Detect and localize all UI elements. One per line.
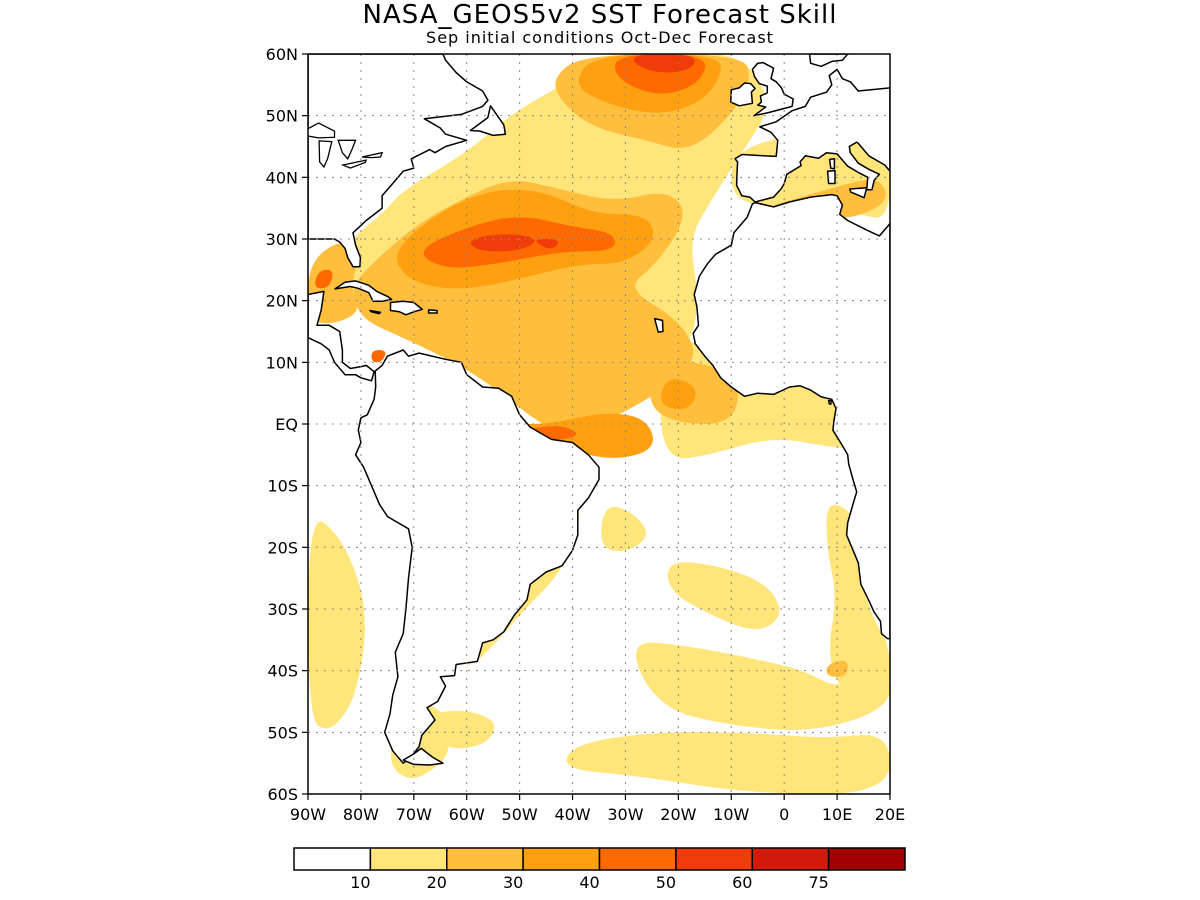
lon-tick-label: 30W: [607, 805, 643, 824]
lat-tick-label: 10N: [266, 353, 298, 372]
lat-tick-label: 20S: [267, 538, 298, 557]
lon-tick-label: 60W: [449, 805, 485, 824]
land-bioko: [827, 399, 833, 406]
lake-lake-michigan: [318, 140, 333, 169]
land-africa: [692, 193, 890, 640]
lon-tick-label: 0: [779, 805, 789, 824]
colorbar-segment: [675, 847, 753, 871]
coastlines: [308, 54, 890, 766]
colorbar-label: 10: [350, 873, 370, 892]
land-great-britain: [751, 61, 794, 117]
map-subtitle: Sep initial conditions Oct-Dec Forecast: [426, 28, 774, 47]
skill-region-level-4: [371, 350, 386, 363]
lat-tick-label: 40N: [266, 168, 298, 187]
skill-region-level-5: [536, 239, 559, 249]
land-mexico-central-america: [308, 290, 375, 382]
lat-tick-label: 40S: [267, 662, 298, 681]
colorbar-label: 75: [808, 873, 828, 892]
lon-tick-label: 20E: [875, 805, 905, 824]
skill-region-level-1: [636, 642, 890, 730]
colorbar-label: 30: [503, 873, 523, 892]
lon-tick-label: 10E: [822, 805, 852, 824]
longitude-axis: 90W 80W 70W 60W 50W 40W 30W 20W 10W 0 10E 20E: [290, 794, 905, 824]
latitude-axis: 60N 50N 40N 30N 20N 10N EQ 10S 20S 30S 40S 50S 60S: [266, 45, 308, 804]
lat-tick-label: 30N: [266, 230, 298, 249]
land-sicily: [849, 187, 868, 199]
land-cuba: [334, 280, 393, 303]
skill-region-level-5: [633, 54, 695, 73]
colorbar-segment: [827, 847, 906, 871]
skill-region-level-1: [667, 562, 780, 630]
colorbar-segment: [598, 847, 677, 871]
lon-tick-label: 90W: [290, 805, 326, 824]
lon-tick-label: 20W: [660, 805, 696, 824]
lat-tick-label: 50N: [266, 107, 298, 126]
lat-tick-label: 30S: [267, 600, 298, 619]
skill-region-level-1: [826, 504, 890, 699]
land-cape-verde: [653, 317, 664, 333]
lat-tick-label: 60S: [267, 785, 298, 804]
lake-lake-huron: [337, 139, 357, 160]
lake-lake-ontario: [361, 151, 384, 159]
colorbar-segment: [369, 847, 448, 871]
lat-tick-label: EQ: [275, 415, 298, 434]
colorbar-segment: [293, 847, 372, 871]
colorbar-label: 60: [732, 873, 752, 892]
lat-tick-label: 20N: [266, 292, 298, 311]
colorbar-segment: [446, 847, 524, 871]
skill-region-level-2: [826, 660, 848, 677]
land-newfoundland: [469, 105, 507, 137]
map-grid: [308, 54, 890, 794]
lake-lake-superior: [308, 122, 336, 139]
colorbar-segment: [522, 847, 601, 871]
land-north-america: [308, 54, 489, 268]
colorbar-label: 40: [579, 873, 599, 892]
lon-tick-label: 70W: [396, 805, 432, 824]
skill-region-level-1: [308, 521, 365, 729]
land-corsica: [828, 158, 836, 170]
lon-tick-label: 40W: [554, 805, 590, 824]
skill-region-level-3: [661, 379, 696, 410]
skill-region-level-1: [601, 506, 647, 552]
lon-tick-label: 80W: [343, 805, 379, 824]
lat-tick-label: 60N: [266, 45, 298, 64]
lon-tick-label: 50W: [502, 805, 538, 824]
land-scandinavia: [808, 54, 849, 68]
land-puerto-rico: [427, 309, 438, 314]
land-sardinia: [826, 169, 836, 185]
colorbar-segment: [751, 847, 830, 871]
land-iberia-europe: [734, 68, 890, 203]
lat-tick-label: 10S: [267, 477, 298, 496]
skill-region-level-5: [470, 234, 535, 252]
lat-tick-label: 50S: [267, 723, 298, 742]
map-title: NASA_GEOS5v2 SST Forecast Skill: [362, 0, 838, 30]
skill-region-level-1: [566, 732, 890, 794]
colorbar-label: 50: [656, 873, 676, 892]
land-ireland: [729, 82, 756, 107]
lon-tick-label: 10W: [713, 805, 749, 824]
land-jamaica: [369, 309, 382, 315]
skill-region-level-1: [422, 710, 495, 749]
skill-region-level-4: [315, 269, 333, 289]
colorbar-label: 20: [427, 873, 447, 892]
colorbar: 10 20 30 40 50 60 75: [293, 847, 906, 892]
land-tierra-del-fuego: [402, 747, 444, 766]
skill-region-level-3: [513, 413, 653, 458]
lake-lake-erie: [340, 159, 368, 169]
land-south-america: [354, 349, 600, 764]
